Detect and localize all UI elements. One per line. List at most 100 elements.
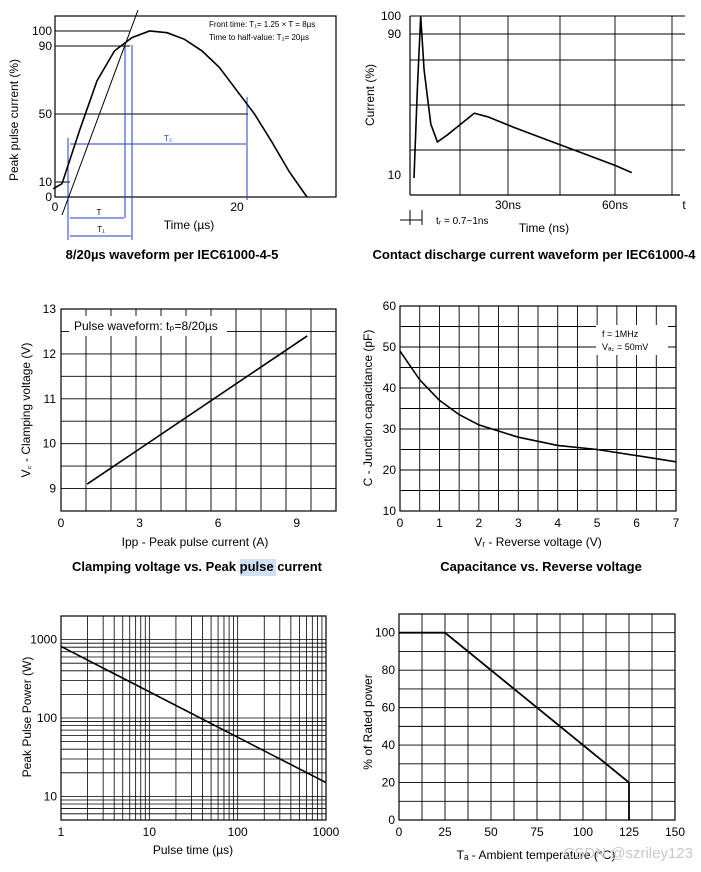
- c5-xlabel: Pulse time (µs): [153, 843, 233, 857]
- c4-ytick-4: 50: [383, 340, 397, 354]
- c1-ytick-50: 50: [39, 107, 53, 121]
- c3-caption-a: Clamping voltage vs. Peak: [72, 559, 240, 574]
- c4-legend-2: Vₐ꜀ = 50mV: [602, 342, 648, 352]
- c4-capacitance-curve: [399, 350, 677, 463]
- c6-xtick-5: 125: [619, 825, 639, 839]
- c6-xticks: 0 25 50 75 100 125 150: [396, 825, 686, 839]
- c3-legend-box: [69, 316, 227, 336]
- c1-front-line: [61, 9, 139, 216]
- c6-xtick-4: 100: [573, 825, 593, 839]
- c3-ytick-0: 9: [49, 482, 56, 496]
- c4-xtick-7: 7: [673, 516, 680, 530]
- c1-label-T2: T₂: [164, 134, 172, 143]
- c3-grid: [61, 309, 336, 511]
- c4-yticks: 10 20 30 40 50 60: [383, 299, 397, 518]
- c4-xtick-1: 1: [436, 516, 443, 530]
- c1-label-T: T: [97, 208, 102, 217]
- c6-xtick-3: 75: [530, 825, 544, 839]
- c5-xtick-0: 1: [58, 825, 65, 839]
- c2-xend-t: t: [682, 198, 686, 212]
- c6-ylabel: % of Rated power: [361, 674, 375, 769]
- c6-ytick-2: 40: [382, 738, 396, 752]
- c2-xtick-30ns: 30ns: [495, 198, 521, 212]
- c4-xtick-3: 3: [515, 516, 522, 530]
- c4-ytick-2: 30: [383, 422, 397, 436]
- c5-xtick-1: 10: [143, 825, 157, 839]
- c3-caption-b: pulse: [240, 559, 274, 574]
- c4-legend-box: [596, 325, 668, 355]
- c4-xtick-4: 4: [554, 516, 561, 530]
- c1-ytick-10: 10: [39, 175, 53, 189]
- chart-capacitance: f = 1MHz Vₐ꜀ = 50mV 0 1 2 3 4 5 6 7 10 20 30 40 50 6…: [361, 299, 680, 574]
- c2-ylabel: Current (%): [363, 64, 377, 126]
- c3-caption-c: current: [274, 559, 323, 574]
- c3-xtick-2: 6: [215, 516, 222, 530]
- c4-legend-1: f = 1MHz: [602, 329, 639, 339]
- c3-legend: Pulse waveform: tₚ=8/20µs: [74, 319, 218, 333]
- c3-xtick-0: 0: [58, 516, 65, 530]
- c3-yticks: 9 10 11 12 13: [43, 302, 57, 496]
- c3-frame: [60, 308, 337, 512]
- chart-contact-discharge: Current (%) 100 90 10 30ns 60ns t Time (…: [363, 9, 696, 262]
- c4-xtick-2: 2: [476, 516, 483, 530]
- c6-xtick-2: 50: [484, 825, 498, 839]
- c4-ytick-3: 40: [383, 381, 397, 395]
- c4-grid: [400, 306, 676, 511]
- c1-ytick-90: 90: [39, 39, 53, 53]
- c5-ytick-0: 10: [44, 789, 58, 803]
- c3-xtick-3: 9: [293, 516, 300, 530]
- c4-xticks: 0 1 2 3 4 5 6 7: [397, 516, 680, 530]
- c1-label-T1: T₁: [97, 225, 105, 234]
- c2-grid: [410, 15, 685, 195]
- c3-ytick-2: 11: [44, 392, 57, 406]
- c6-xtick-6: 150: [665, 825, 685, 839]
- c1-ytick-100: 100: [32, 24, 52, 38]
- c6-derating-curve: [399, 631, 630, 820]
- c6-grid: [399, 614, 675, 820]
- c5-grid: [61, 616, 326, 820]
- c6-xtick-1: 25: [438, 825, 452, 839]
- c5-xtick-3: 1000: [313, 825, 340, 839]
- c1-xlabel: Time (µs): [164, 218, 214, 232]
- c1-pulse-curve: [52, 30, 308, 198]
- c3-xlabel: Ipp - Peak pulse current (A): [122, 535, 269, 549]
- c3-xticks: 0 3 6 9: [58, 516, 301, 530]
- c6-xlabel: Tₐ - Ambient temperature (°C): [457, 848, 616, 862]
- c1-ytick-0: 0: [45, 190, 52, 204]
- c3-ytick-1: 10: [43, 437, 57, 451]
- c6-ytick-3: 60: [382, 701, 396, 715]
- c6-yticks: 0 20 40 60 80 100: [375, 626, 395, 827]
- c3-ytick-3: 12: [43, 347, 57, 361]
- chart-clamping-voltage: Pulse waveform: tₚ=8/20µs 0 3 6 9 9 10 11 12 13…: [19, 302, 337, 576]
- c4-ytick-0: 10: [383, 504, 397, 518]
- c3-ytick-4: 13: [43, 302, 57, 316]
- c1-caption: 8/20µs waveform per IEC61000-4-5: [66, 247, 279, 262]
- c4-xtick-0: 0: [397, 516, 404, 530]
- c6-ytick-4: 80: [382, 663, 396, 677]
- c4-xtick-5: 5: [594, 516, 601, 530]
- c3-ylabel: V꜀ - Clamping voltage (V): [19, 343, 33, 478]
- c1-legend-2: Time to half-value: T₂= 20µs: [209, 33, 309, 42]
- c3-caption-highlight: [240, 559, 276, 576]
- watermark: CSDN @szriley123: [564, 845, 693, 862]
- c2-caption: Contact discharge current waveform per I…: [373, 247, 697, 262]
- c2-esd-curve: [413, 15, 633, 179]
- c1-xtick-20: 20: [230, 200, 244, 214]
- c3-vc-curve: [86, 335, 308, 485]
- c1-ylabel: Peak pulse current (%): [7, 59, 21, 181]
- chart-8-20us-waveform: Peak pulse current (%) 100 90 50 10 0 0 …: [7, 9, 337, 262]
- c4-xlabel: Vᵣ - Reverse voltage (V): [474, 535, 602, 549]
- c3-xtick-1: 3: [136, 516, 143, 530]
- c5-xtick-2: 100: [228, 825, 248, 839]
- c5-ytick-2: 1000: [30, 633, 57, 647]
- c1-frame: [54, 15, 337, 198]
- c2-xtick-60ns: 60ns: [602, 198, 628, 212]
- c4-xtick-6: 6: [633, 516, 640, 530]
- c5-power-curve: [60, 645, 327, 784]
- c4-ylabel: C - Junction capacitance (pF): [361, 330, 375, 487]
- chart-derating: 0 25 50 75 100 125 150 0 20 40 60 80 100 % of Rated…: [361, 613, 686, 862]
- c2-xlabel: Time (ns): [519, 221, 569, 235]
- c1-xtick-0: 0: [52, 200, 59, 214]
- c4-ytick-5: 60: [383, 299, 397, 313]
